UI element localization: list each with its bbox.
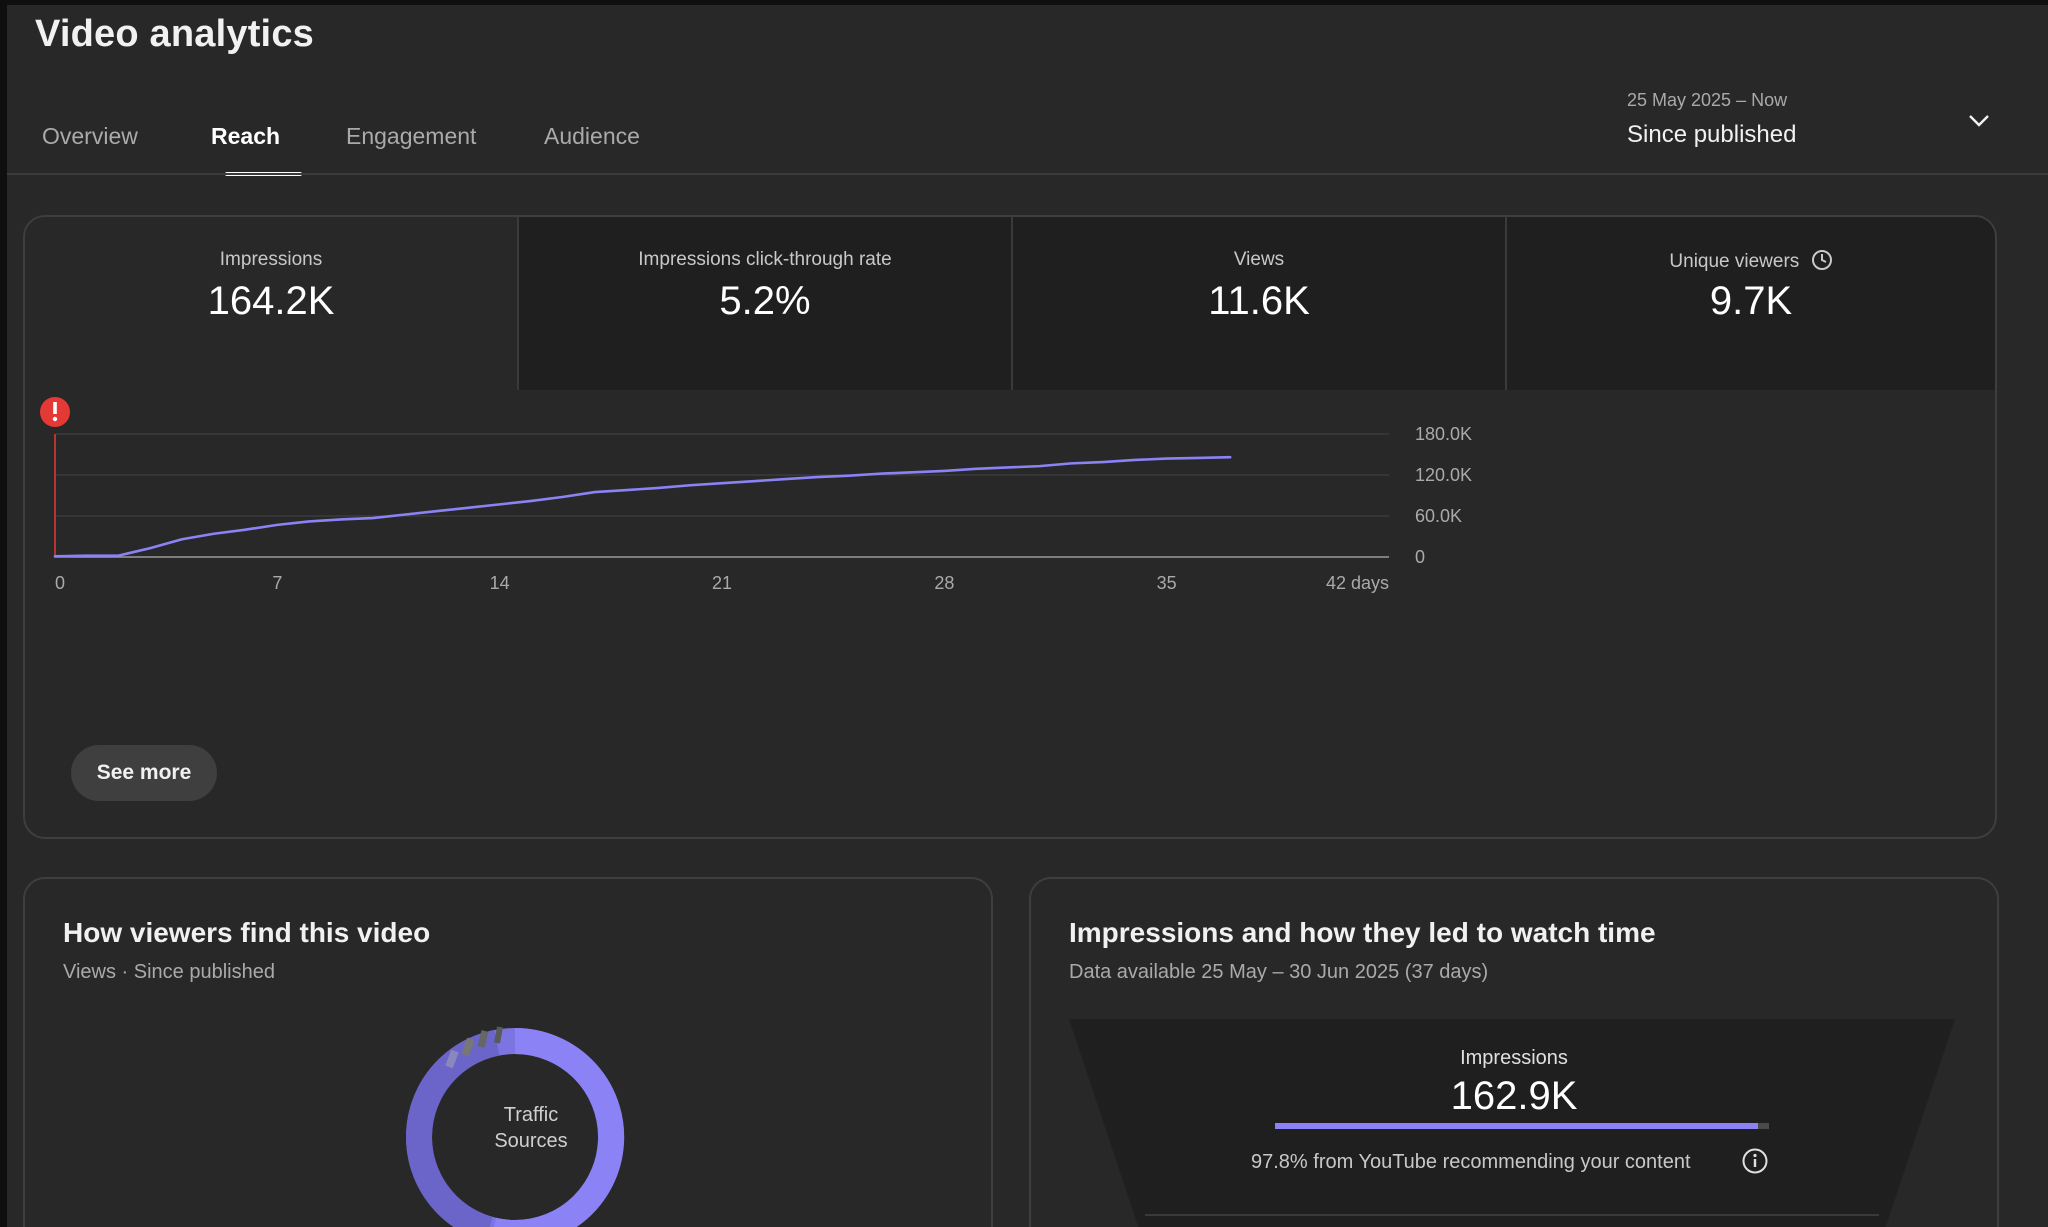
header-divider [7, 173, 2048, 175]
metric-label-wrap: Unique viewers [1507, 249, 1995, 273]
funnel-note: 97.8% from YouTube recommending your con… [1251, 1151, 1691, 1173]
card-subtitle: Views · Since published [63, 961, 275, 983]
x-tick-label: 28 [934, 573, 954, 593]
traffic-sources-donut[interactable] [25, 879, 991, 1227]
y-tick-label: 60.0K [1415, 506, 1462, 526]
donut-segment-small[interactable] [477, 1030, 489, 1048]
metric-divider [1011, 217, 1013, 390]
alert-icon[interactable] [40, 397, 70, 427]
metric-label: Impressions [219, 249, 323, 270]
x-tick-label: 7 [272, 573, 282, 593]
y-tick-label: 180.0K [1415, 424, 1472, 444]
metric-value: 164.2K [207, 279, 335, 323]
metric-divider [1505, 217, 1507, 390]
date-range-selector[interactable]: 25 May 2025 – Now Since published [1627, 85, 1989, 155]
tab-reach[interactable]: Reach [211, 123, 281, 149]
reach-chart-card: Impressions 164.2K Impressions click-thr… [23, 215, 1997, 839]
metric-value: 9.7K [1709, 279, 1793, 323]
metric-label: Views [1233, 249, 1285, 270]
tab-engagement[interactable]: Engagement [346, 123, 477, 149]
impressions-line-chart: 180.0K 120.0K 60.0K 0 0 7 14 21 28 35 42 days [40, 397, 1472, 593]
donut-segment-small[interactable] [461, 1037, 475, 1057]
tab-audience[interactable]: Audience [544, 123, 640, 149]
metric-unique-viewers[interactable]: Unique viewers 9.7K [1507, 217, 1995, 390]
analytics-panel: Video analytics Overview Reach Engagemen… [7, 5, 2048, 1227]
metric-divider [517, 217, 519, 390]
metric-value: 11.6K [1208, 279, 1310, 323]
funnel-label: Impressions [1460, 1047, 1568, 1069]
metric-views[interactable]: Views 11.6K [1013, 217, 1505, 390]
donut-label-line: Sources [494, 1130, 568, 1152]
x-tick-label: 21 [712, 573, 732, 593]
donut-segment-secondary[interactable] [406, 1029, 500, 1227]
donut-segment-primary[interactable] [493, 1027, 625, 1227]
x-tick-label: 35 [1157, 573, 1177, 593]
see-more-button[interactable]: See more [71, 745, 217, 801]
metric-impressions[interactable]: Impressions 164.2K [25, 217, 517, 390]
donut-center-label: Traffic Sources [461, 1102, 601, 1154]
x-tick-label: 42 days [1326, 573, 1389, 593]
traffic-sources-card: How viewers find this video Views · Sinc… [23, 877, 993, 1227]
y-tick-label: 120.0K [1415, 465, 1472, 485]
info-icon[interactable] [1741, 1147, 1769, 1175]
date-range-label: Since published [1627, 121, 1797, 148]
impressions-series-line [53, 455, 1232, 558]
clock-icon[interactable] [1811, 249, 1833, 271]
y-tick-label: 0 [1415, 547, 1425, 567]
x-tick-label: 0 [55, 573, 65, 593]
page-title: Video analytics [35, 13, 314, 55]
metric-value: 5.2% [719, 279, 811, 323]
donut-segment-small[interactable] [494, 1026, 503, 1044]
card-title: Impressions and how they led to watch ti… [1069, 917, 1656, 948]
metric-click-through-rate[interactable]: Impressions click-through rate 5.2% [519, 217, 1011, 390]
impressions-funnel-card: Impressions and how they led to watch ti… [1029, 877, 1999, 1227]
tab-overview[interactable]: Overview [42, 123, 138, 149]
metric-label: Impressions click-through rate [638, 249, 892, 270]
date-range-text: 25 May 2025 – Now [1627, 90, 1788, 110]
metric-label: Unique viewers [1669, 251, 1800, 272]
x-tick-label: 14 [490, 573, 510, 593]
chevron-down-icon [1969, 115, 1989, 127]
funnel-value: 162.9K [1450, 1074, 1578, 1118]
donut-segment-small[interactable] [445, 1049, 459, 1069]
impressions-funnel [1069, 1019, 1955, 1227]
card-title: How viewers find this video [63, 917, 431, 948]
card-subtitle: Data available 25 May – 30 Jun 2025 (37 … [1069, 961, 1489, 983]
funnel-progress-fill [1275, 1123, 1758, 1129]
donut-label-line: Traffic [503, 1104, 559, 1126]
